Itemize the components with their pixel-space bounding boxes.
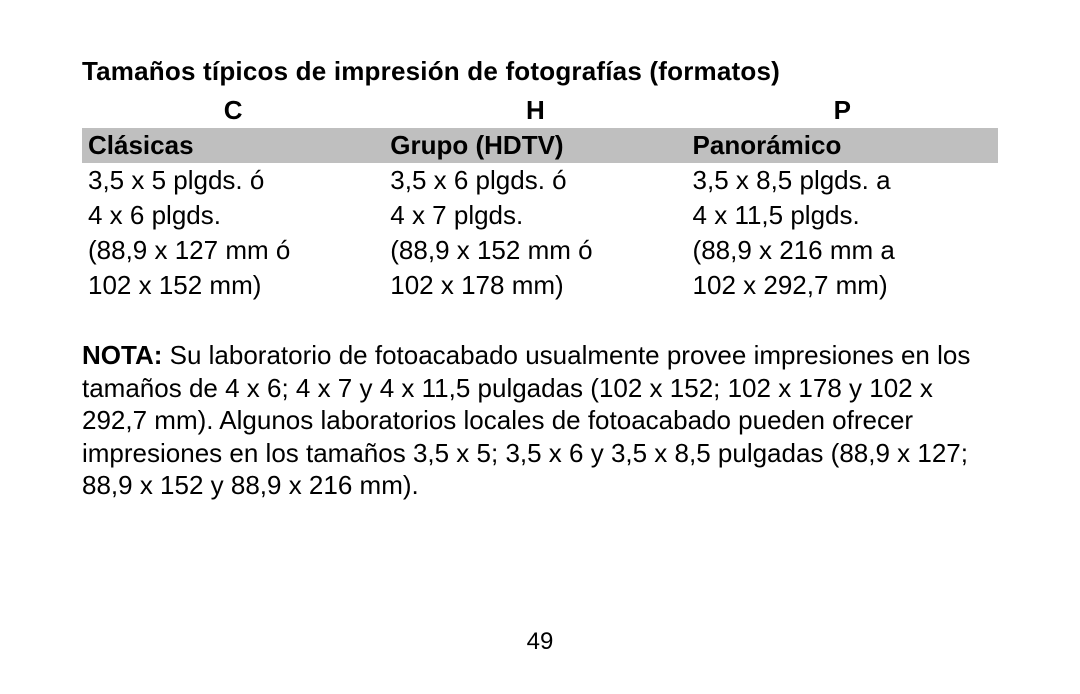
table-row: 102 x 152 mm) 102 x 178 mm) 102 x 292,7 … [82,268,998,303]
table-row: (88,9 x 127 mm ó (88,9 x 152 mm ó (88,9 … [82,233,998,268]
cell-inches-p-2: 4 x 11,5 plgds. [687,198,998,233]
table-row: 4 x 6 plgds. 4 x 7 plgds. 4 x 11,5 plgds… [82,198,998,233]
cell-mm-c-1: (88,9 x 127 mm ó [82,233,384,268]
table-header-letters: C H P [82,93,998,128]
table-header-formats: Clásicas Grupo (HDTV) Panorámico [82,128,998,163]
cell-inches-c-2: 4 x 6 plgds. [82,198,384,233]
col-letter-c: C [82,93,384,128]
cell-inches-c-1: 3,5 x 5 plgds. ó [82,163,384,198]
col-letter-h: H [384,93,686,128]
cell-mm-p-2: 102 x 292,7 mm) [687,268,998,303]
note-paragraph: NOTA: Su laboratorio de fotoacabado usua… [82,339,998,502]
print-sizes-table: C H P Clásicas Grupo (HDTV) Panorámico 3… [82,93,998,303]
col-name-hdtv: Grupo (HDTV) [384,128,686,163]
cell-inches-p-1: 3,5 x 8,5 plgds. a [687,163,998,198]
cell-mm-p-1: (88,9 x 216 mm a [687,233,998,268]
cell-mm-h-1: (88,9 x 152 mm ó [384,233,686,268]
cell-mm-h-2: 102 x 178 mm) [384,268,686,303]
cell-mm-c-2: 102 x 152 mm) [82,268,384,303]
page-number: 49 [0,628,1080,656]
table-row: 3,5 x 5 plgds. ó 3,5 x 6 plgds. ó 3,5 x … [82,163,998,198]
col-name-panoramic: Panorámico [687,128,998,163]
note-label: NOTA: [82,340,162,370]
cell-inches-h-2: 4 x 7 plgds. [384,198,686,233]
document-page: Tamaños típicos de impresión de fotograf… [0,0,1080,502]
col-name-classic: Clásicas [82,128,384,163]
note-text: Su laboratorio de fotoacabado usualmente… [82,340,970,500]
col-letter-p: P [687,93,998,128]
page-title: Tamaños típicos de impresión de fotograf… [82,56,998,87]
cell-inches-h-1: 3,5 x 6 plgds. ó [384,163,686,198]
